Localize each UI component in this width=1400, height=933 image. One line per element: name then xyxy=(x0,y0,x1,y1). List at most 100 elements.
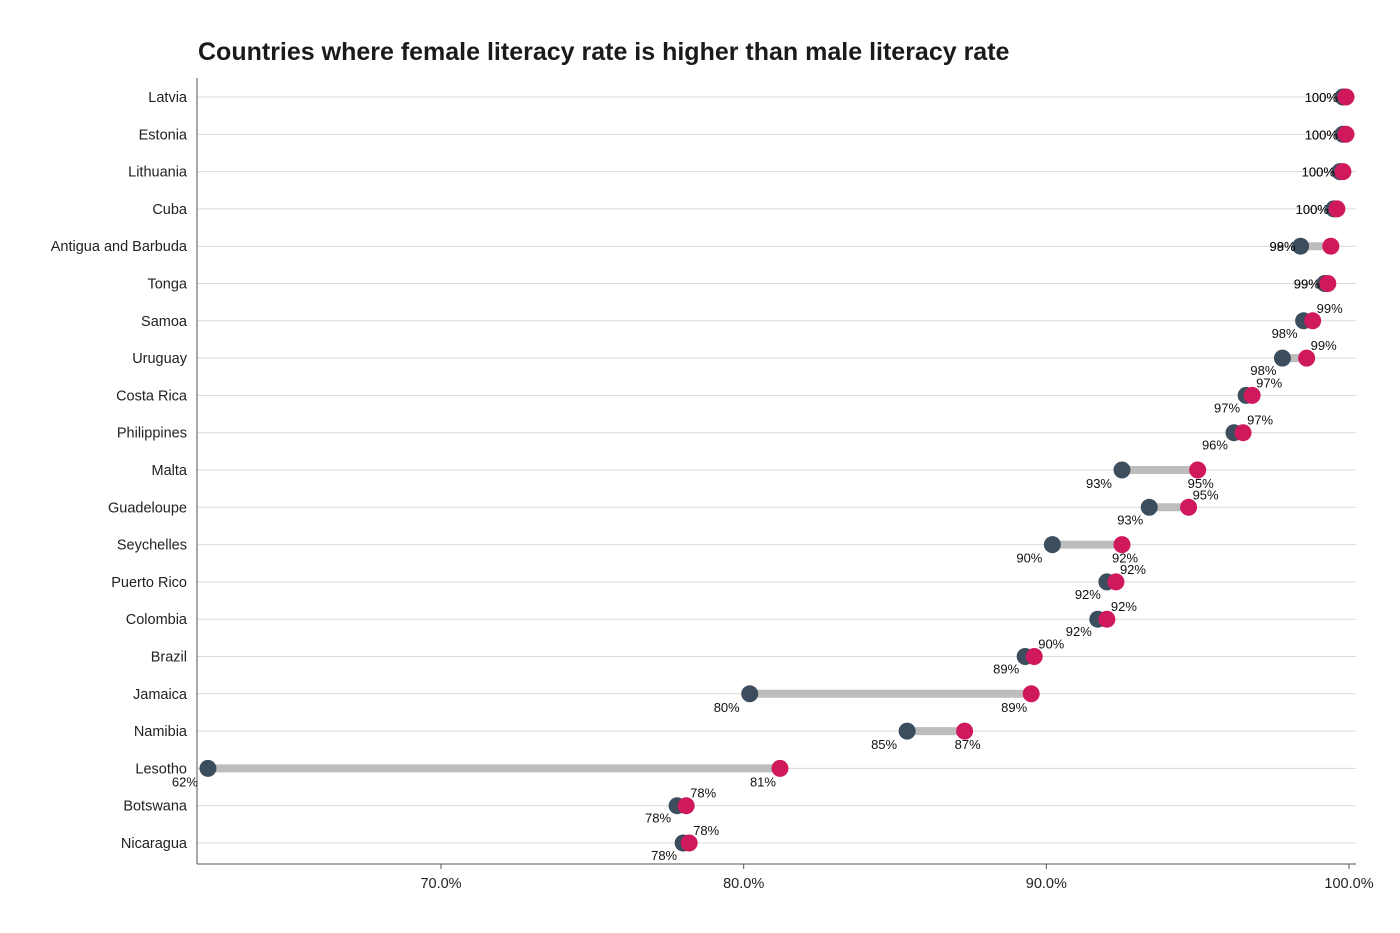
male-value-label: 100% xyxy=(1305,127,1339,142)
female-point xyxy=(771,759,789,777)
category-label: Samoa xyxy=(141,314,188,330)
male-point xyxy=(1273,349,1291,367)
male-point xyxy=(898,722,916,740)
female-point xyxy=(1243,386,1261,404)
female-point xyxy=(1298,349,1316,367)
category-label: Malta xyxy=(152,463,188,479)
female-point xyxy=(680,834,698,852)
male-value-label: 92% xyxy=(1075,587,1101,602)
female-point xyxy=(1337,88,1355,106)
female-value-label: 87% xyxy=(955,737,981,752)
female-point xyxy=(1319,275,1337,292)
category-label: Botswana xyxy=(123,799,188,815)
male-value-label: 100% xyxy=(1305,90,1339,105)
category-label: Jamaica xyxy=(133,687,188,703)
category-label: Philippines xyxy=(117,426,187,442)
female-value-label: 99% xyxy=(1270,239,1296,254)
x-tick-label: 100.0% xyxy=(1324,876,1373,892)
category-label: Puerto Rico xyxy=(111,575,187,591)
female-value-label: 95% xyxy=(1188,476,1214,491)
female-value-label: 90% xyxy=(1038,637,1064,652)
male-value-label: 92% xyxy=(1066,624,1092,639)
female-point xyxy=(1022,685,1040,703)
male-value-label: 100% xyxy=(1302,165,1336,180)
female-point xyxy=(1113,536,1131,554)
female-point xyxy=(1025,648,1043,665)
female-value-label: 78% xyxy=(690,786,716,801)
male-value-label: 85% xyxy=(871,737,897,752)
category-label: Guadeloupe xyxy=(108,500,187,516)
male-point xyxy=(1292,237,1310,255)
female-point xyxy=(956,722,974,740)
x-tick-label: 70.0% xyxy=(420,876,461,892)
category-label: Seychelles xyxy=(117,538,187,554)
male-point xyxy=(1113,461,1131,479)
category-label: Colombia xyxy=(126,612,188,628)
male-value-label: 98% xyxy=(1250,363,1276,378)
category-label: Costa Rica xyxy=(116,388,188,404)
female-point xyxy=(1180,498,1198,516)
male-value-label: 98% xyxy=(1272,326,1298,341)
male-value-label: 100% xyxy=(1296,202,1330,217)
male-value-label: 78% xyxy=(645,811,671,826)
category-label: Tonga xyxy=(147,277,187,293)
female-point xyxy=(1107,573,1125,591)
axes: Latvia Estonia Lithuania Cuba Antigua and Ba… xyxy=(51,78,1374,892)
male-point xyxy=(1140,498,1158,516)
female-value-label: 92% xyxy=(1120,562,1146,577)
male-value-label: 93% xyxy=(1086,476,1112,491)
female-point xyxy=(1189,461,1207,479)
female-value-label: 92% xyxy=(1111,599,1137,614)
category-label: Cuba xyxy=(152,202,188,218)
x-tick-label: 90.0% xyxy=(1026,876,1067,892)
male-point xyxy=(741,685,759,703)
female-value-label: 99% xyxy=(1294,277,1320,292)
female-value-label: 97% xyxy=(1256,375,1282,390)
female-value-label: 100% xyxy=(1302,165,1336,180)
female-value-label: 81% xyxy=(750,774,776,789)
points xyxy=(199,88,1355,852)
female-value-label: 100% xyxy=(1305,127,1339,142)
female-value-label: 78% xyxy=(693,823,719,838)
male-value-label: 99% xyxy=(1294,277,1320,292)
female-point xyxy=(1304,312,1322,330)
male-value-label: 80% xyxy=(714,700,740,715)
male-value-label: 96% xyxy=(1202,438,1228,453)
female-point xyxy=(1098,610,1116,628)
male-value-label: 98% xyxy=(1270,239,1296,254)
category-label: Lesotho xyxy=(135,761,187,777)
female-point xyxy=(677,797,695,815)
male-value-label: 93% xyxy=(1117,512,1143,527)
category-label: Estonia xyxy=(139,127,188,143)
female-value-label: 100% xyxy=(1305,90,1339,105)
female-value-label: 97% xyxy=(1247,413,1273,428)
male-value-label: 78% xyxy=(651,848,677,863)
female-point xyxy=(1337,125,1355,143)
female-value-label: 99% xyxy=(1317,301,1343,316)
female-point xyxy=(1322,237,1340,255)
female-value-label: 92% xyxy=(1112,551,1138,566)
female-value-label: 89% xyxy=(1001,700,1027,715)
data-labels: 100%100%100%100%100%100%100%100%98%99%99… xyxy=(172,90,1343,863)
category-label: Nicaragua xyxy=(121,836,188,852)
female-value-label: 99% xyxy=(1311,338,1337,353)
category-label: Uruguay xyxy=(132,351,188,367)
female-point xyxy=(1234,424,1252,442)
female-point xyxy=(1328,200,1346,218)
male-value-label: 90% xyxy=(1016,551,1042,566)
female-value-label: 95% xyxy=(1193,487,1219,502)
category-label: Antigua and Barbuda xyxy=(51,239,188,255)
chart-title: Countries where female literacy rate is … xyxy=(198,38,1010,66)
male-value-label: 97% xyxy=(1214,400,1240,415)
category-label: Lithuania xyxy=(128,165,188,181)
male-point xyxy=(199,759,217,777)
male-value-label: 62% xyxy=(172,774,198,789)
female-point xyxy=(1334,163,1352,181)
category-label: Namibia xyxy=(134,724,188,740)
category-label: Brazil xyxy=(151,650,187,666)
female-value-label: 100% xyxy=(1296,202,1330,217)
male-point xyxy=(1043,536,1061,554)
category-label: Latvia xyxy=(148,90,188,106)
x-tick-label: 80.0% xyxy=(723,876,764,892)
